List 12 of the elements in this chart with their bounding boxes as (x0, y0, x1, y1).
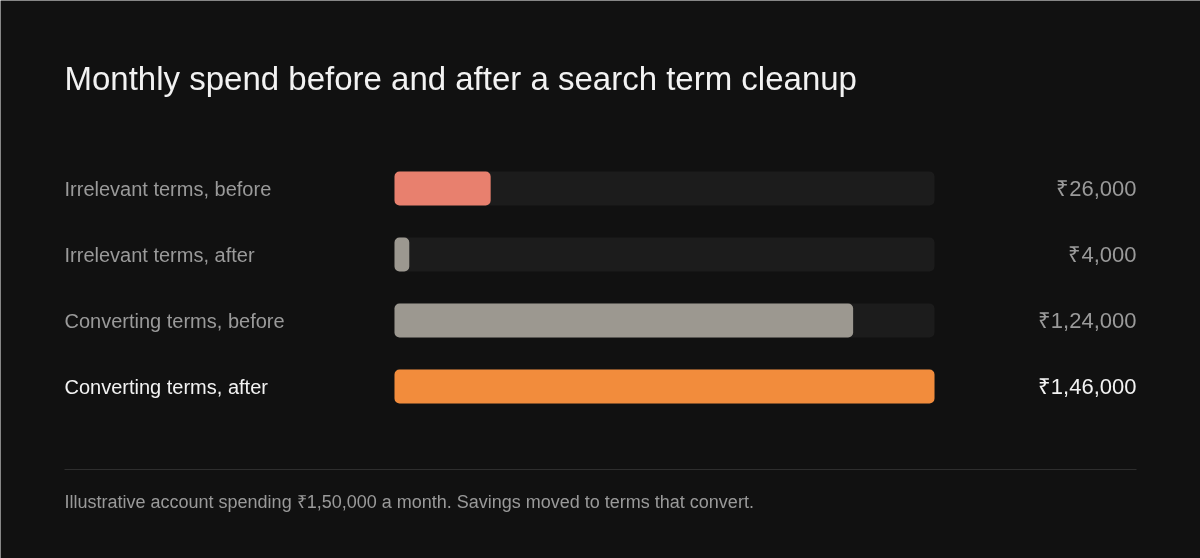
y-tick-label: Irrelevant terms, after (64, 243, 255, 266)
bar (394, 171, 491, 206)
data-label: ₹4,000 (1068, 242, 1137, 267)
y-tick-label: Irrelevant terms, before (64, 177, 272, 200)
text: Illustrative account spending ₹1,50,000 a month. Savings moved to terms that convert. (64, 491, 754, 512)
y-tick-label: Converting terms, after (64, 375, 269, 398)
data-label: ₹1,24,000 (1037, 308, 1137, 333)
data-label: ₹1,46,000 (1037, 374, 1137, 399)
chart-title: Monthly spend before and after a search term cleanup (64, 60, 857, 97)
y-tick-label: Converting terms, before (64, 309, 285, 332)
data-label: ₹26,000 (1056, 176, 1137, 201)
bar (394, 237, 410, 272)
